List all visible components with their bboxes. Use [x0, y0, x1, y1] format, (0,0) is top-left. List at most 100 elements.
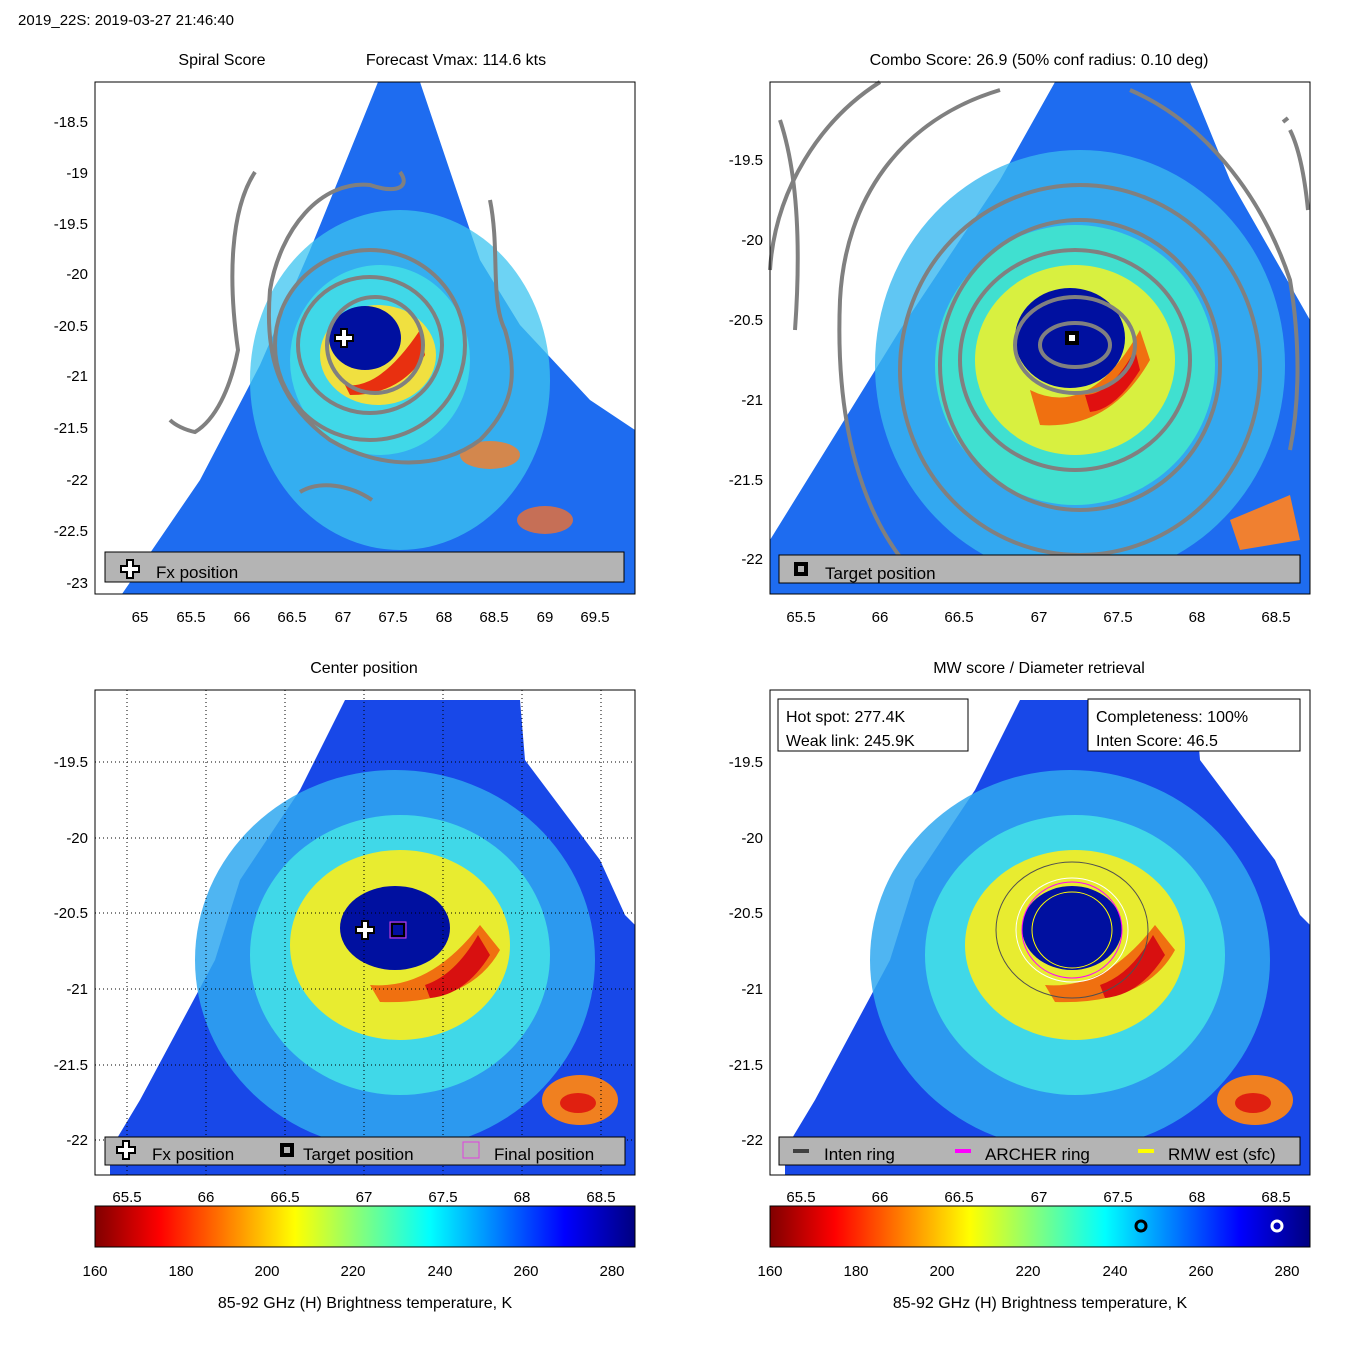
- spiral-xtick: 66.5: [277, 609, 306, 626]
- combo-x-ticks: 65.5 66 66.5 67 67.5 68 68.5: [786, 609, 1290, 626]
- center-y-ticks: -19.5 -20 -20.5 -21 -21.5 -22: [54, 754, 88, 1149]
- center-gridlines: [95, 690, 635, 1175]
- cb-tick: 160: [82, 1263, 107, 1280]
- mw-rings: [995, 861, 1149, 999]
- cb-tick: 240: [1102, 1263, 1127, 1280]
- center-ytick: -20: [66, 830, 88, 847]
- mw-ytick: -21.5: [729, 1057, 763, 1074]
- spiral-xtick: 66: [234, 609, 251, 626]
- spiral-score-panel: Spiral Score Forecast Vmax: 114.6 kts: [54, 52, 636, 626]
- spiral-ytick: -20.5: [54, 318, 88, 335]
- center-xtick: 67.5: [428, 1189, 457, 1206]
- cb-tick: 180: [843, 1263, 868, 1280]
- cb-tick: 260: [513, 1263, 538, 1280]
- combo-contours: [768, 80, 1310, 582]
- center-axes-box: [94, 689, 636, 1176]
- mw-ytick: -19.5: [729, 754, 763, 771]
- combo-ytick: -21.5: [729, 472, 763, 489]
- mw-xtick: 65.5: [786, 1189, 815, 1206]
- center-legend-target: Target position: [303, 1145, 414, 1164]
- combo-y-ticks: -19.5 -20 -20.5 -21 -21.5 -22: [729, 152, 763, 568]
- center-xtick: 68.5: [586, 1189, 615, 1206]
- spiral-xtick: 65: [132, 609, 149, 626]
- archer-ring: [1021, 881, 1123, 979]
- cb-tick: 200: [929, 1263, 954, 1280]
- spiral-ytick: -22.5: [54, 523, 88, 540]
- mw-xtick: 68: [1189, 1189, 1206, 1206]
- hot-spot-label: Hot spot: 277.4K: [786, 709, 906, 726]
- spiral-ytick: -21.5: [54, 420, 88, 437]
- forecast-vmax-label: Forecast Vmax: 114.6 kts: [366, 52, 546, 69]
- mw-info-left: Hot spot: 277.4K Weak link: 245.9K: [777, 698, 969, 752]
- mw-xtick: 66: [872, 1189, 889, 1206]
- combo-ytick: -22: [741, 551, 763, 568]
- combo-xtick: 67.5: [1103, 609, 1132, 626]
- spiral-contours: [168, 170, 514, 502]
- center-xtick: 67: [356, 1189, 373, 1206]
- center-legend-fx: Fx position: [152, 1145, 234, 1164]
- cb-tick: 280: [599, 1263, 624, 1280]
- spiral-ytick: -23: [66, 575, 88, 592]
- center-ytick: -21.5: [54, 1057, 88, 1074]
- cb-tick: 280: [1274, 1263, 1299, 1280]
- center-target-marker: [389, 921, 407, 939]
- center-xtick: 65.5: [112, 1189, 141, 1206]
- completeness-label: Completeness: 100%: [1096, 709, 1248, 726]
- center-ytick: -20.5: [54, 905, 88, 922]
- center-ytick: -19.5: [54, 754, 88, 771]
- spiral-xtick: 69.5: [580, 609, 609, 626]
- cb-tick: 200: [254, 1263, 279, 1280]
- cb-tick: 180: [168, 1263, 193, 1280]
- hot-spot-marker: [1270, 1219, 1284, 1233]
- mw-legend-archer: ARCHER ring: [985, 1145, 1090, 1164]
- colorbar-right-label: 85-92 GHz (H) Brightness temperature, K: [893, 1295, 1188, 1312]
- combo-ytick: -21: [741, 392, 763, 409]
- spiral-plot-area: Fx position: [104, 82, 635, 594]
- center-ytick: -21: [66, 981, 88, 998]
- combo-ytick: -20.5: [729, 312, 763, 329]
- colorbar-left: 160 180 200 220 240 260 280 85-92 GHz (H…: [82, 1205, 636, 1312]
- center-legend: Fx position Target position Final positi…: [104, 1136, 626, 1166]
- spiral-axes-box: [94, 81, 636, 595]
- mw-x-ticks: 65.5 66 66.5 67 67.5 68 68.5: [786, 1189, 1290, 1206]
- combo-ytick: -19.5: [729, 152, 763, 169]
- combo-score-panel: Combo Score: 26.9 (50% conf radius: 0.10…: [729, 52, 1311, 626]
- spiral-ytick: -18.5: [54, 114, 88, 131]
- cb-tick: 240: [427, 1263, 452, 1280]
- weak-link-marker: [1134, 1219, 1148, 1233]
- combo-xtick: 68: [1189, 609, 1206, 626]
- center-legend-final: Final position: [494, 1145, 594, 1164]
- cb-tick: 160: [757, 1263, 782, 1280]
- mw-ytick: -21: [741, 981, 763, 998]
- mw-xtick: 68.5: [1261, 1189, 1290, 1206]
- spiral-xtick: 69: [537, 609, 554, 626]
- center-plot-area: Fx position Target position Final positi…: [95, 690, 635, 1175]
- spiral-xtick: 67: [335, 609, 352, 626]
- center-ytick: -22: [66, 1132, 88, 1149]
- center-position-panel: Center position: [54, 660, 636, 1206]
- center-xtick: 66.5: [270, 1189, 299, 1206]
- spiral-x-ticks: 65 65.5 66 66.5 67 67.5 68 68.5 69 69.5: [132, 609, 610, 626]
- colorbar-left-ticks: 160 180 200 220 240 260 280: [82, 1263, 624, 1280]
- spiral-xtick: 65.5: [176, 609, 205, 626]
- mw-y-ticks: -19.5 -20 -20.5 -21 -21.5 -22: [729, 754, 763, 1149]
- spiral-title: Spiral Score: [178, 52, 265, 69]
- center-title: Center position: [310, 660, 418, 677]
- combo-xtick: 66: [872, 609, 889, 626]
- weak-link-label: Weak link: 245.9K: [786, 733, 915, 750]
- spiral-ytick: -21: [66, 368, 88, 385]
- cb-tick: 260: [1188, 1263, 1213, 1280]
- cb-tick: 220: [340, 1263, 365, 1280]
- spiral-xtick: 67.5: [378, 609, 407, 626]
- spiral-ytick: -19.5: [54, 216, 88, 233]
- inten-ring: [995, 861, 1149, 999]
- center-x-ticks: 65.5 66 66.5 67 67.5 68 68.5: [112, 1189, 615, 1206]
- combo-axes-box: [769, 81, 1311, 595]
- mw-ytick: -22: [741, 1132, 763, 1149]
- combo-legend-label: Target position: [825, 564, 936, 583]
- colorbar-right: 160 180 200 220 240 260 280 85-92 GHz (H…: [757, 1205, 1311, 1312]
- spiral-xtick: 68: [436, 609, 453, 626]
- mw-legend: Inten ring ARCHER ring RMW est (sfc): [778, 1136, 1301, 1166]
- mw-plot-area: Hot spot: 277.4K Weak link: 245.9K Compl…: [777, 698, 1310, 1175]
